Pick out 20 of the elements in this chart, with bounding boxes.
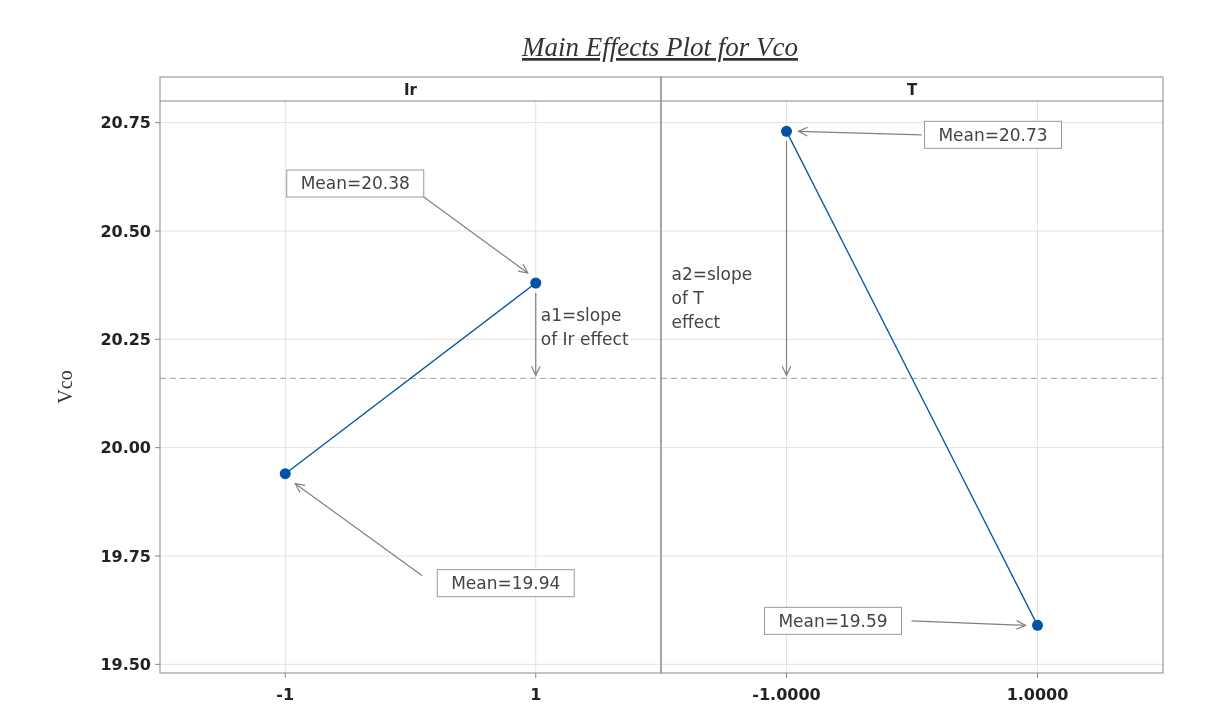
y-tick-label: 20.25 <box>100 329 151 349</box>
chart-subtitle: Ir <box>404 81 418 99</box>
y-tick-label: 19.50 <box>100 654 151 674</box>
x-tick-label: 1 <box>530 685 542 704</box>
y-tick-label: 20.50 <box>100 221 151 241</box>
y-tick-label: 19.75 <box>100 546 151 566</box>
annotation: a1=slope of Ir effect <box>540 304 629 349</box>
x-tick-label: -1 <box>276 685 295 704</box>
annotation: Mean=19.94 <box>451 573 561 594</box>
y-axis-title: Vco <box>54 370 76 404</box>
x-tick-label: 1.0000 <box>1006 685 1069 704</box>
annotation: Mean=19.59 <box>778 610 888 631</box>
annotation: Mean=20.73 <box>938 124 1048 145</box>
x-tick-label: -1.0000 <box>752 685 821 704</box>
chart-title: Main Effects Plot for Vco <box>521 32 798 62</box>
chart-subtitle: T <box>906 81 918 99</box>
annotation: Mean=20.38 <box>300 173 410 194</box>
y-tick-label: 20.75 <box>100 113 151 133</box>
annotation: a2=slope of T effect <box>671 263 753 332</box>
y-tick-label: 20.00 <box>100 438 151 458</box>
